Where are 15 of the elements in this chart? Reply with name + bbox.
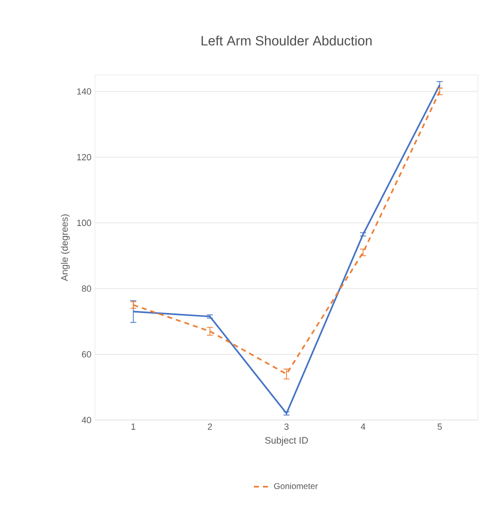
y-tick-label: 80 xyxy=(82,285,92,292)
y-tick-label: 120 xyxy=(77,154,92,160)
x-tick-label: 5 xyxy=(438,424,442,430)
x-tick-label: 3 xyxy=(284,424,289,430)
y-tick-label: 140 xyxy=(77,88,92,95)
x-tick-label: 1 xyxy=(131,424,136,430)
y-tick-label: 100 xyxy=(77,220,92,226)
x-axis-title: Subject ID xyxy=(265,436,308,446)
chart-title: Left Arm Shoulder Abduction xyxy=(202,36,372,46)
y-tick-label: 60 xyxy=(82,351,92,358)
legend-label: Goniometer xyxy=(274,482,318,490)
y-axis-title: Angle (degrees) xyxy=(60,214,70,282)
y-tick-label: 40 xyxy=(82,416,92,424)
x-tick-label: 2 xyxy=(208,424,212,430)
x-tick-label: 4 xyxy=(360,424,366,430)
